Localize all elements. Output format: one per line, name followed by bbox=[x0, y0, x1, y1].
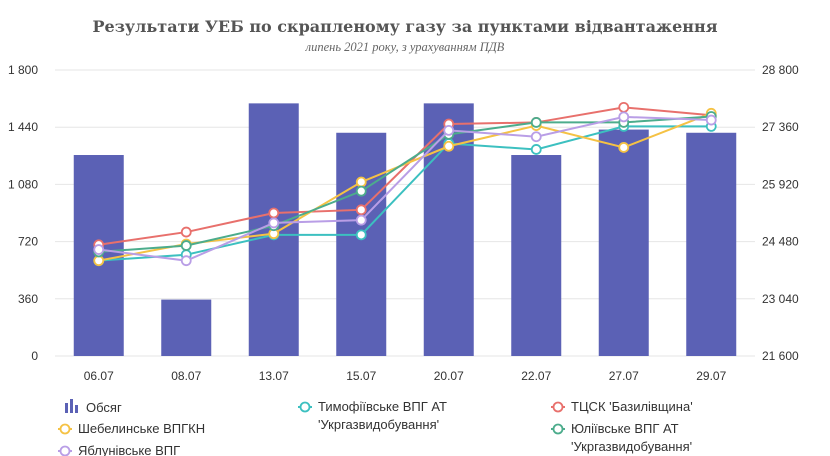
series-line bbox=[98, 125, 712, 262]
left-tick-label: 1 800 bbox=[8, 63, 38, 77]
bar-legend-icon bbox=[65, 399, 78, 413]
legend-marker-icon bbox=[552, 401, 564, 413]
right-tick-label: 23 040 bbox=[762, 292, 799, 306]
legend-label-series: Юліївське ВПГ АТ 'Укргазвидобування' bbox=[571, 421, 692, 454]
bar bbox=[161, 299, 212, 356]
series-point bbox=[618, 101, 630, 113]
series-point bbox=[530, 131, 542, 143]
series-line bbox=[98, 115, 712, 262]
right-tick-label: 21 600 bbox=[762, 349, 799, 363]
x-tick-label: 20.07 bbox=[434, 369, 464, 383]
series-point bbox=[355, 176, 367, 188]
x-tick-label: 22.07 bbox=[521, 369, 551, 383]
line-series bbox=[93, 101, 717, 267]
bar-legend-icon-part bbox=[75, 405, 78, 413]
series-point bbox=[618, 142, 630, 153]
series-point bbox=[180, 226, 192, 238]
series-line bbox=[98, 115, 712, 253]
right-axis-ticks: 21 600 23 040 24 480 25 920 27 360 28 800 bbox=[762, 63, 799, 363]
series-point bbox=[180, 255, 192, 267]
bar bbox=[598, 129, 649, 356]
bar bbox=[336, 132, 387, 356]
series-point bbox=[93, 255, 105, 267]
bar-legend-icon-part bbox=[70, 399, 73, 413]
series-point bbox=[355, 214, 367, 226]
chart-title: Результати УЕБ по скрапленому газу за пу… bbox=[92, 17, 717, 36]
x-tick-label: 08.07 bbox=[171, 369, 201, 383]
legend-marker-icon bbox=[552, 423, 564, 435]
series-point bbox=[180, 240, 192, 251]
series-point bbox=[355, 229, 367, 241]
right-tick-label: 24 480 bbox=[762, 235, 799, 249]
bar-legend-icon-part bbox=[65, 403, 68, 413]
legend-label-bar: Обсяг bbox=[86, 400, 122, 415]
legend-marker-icon bbox=[59, 423, 71, 435]
legend-marker-icon bbox=[299, 401, 311, 413]
grid-lines bbox=[55, 69, 755, 357]
series-point bbox=[443, 140, 455, 152]
bar bbox=[686, 132, 737, 356]
left-tick-label: 360 bbox=[18, 292, 38, 306]
series-point bbox=[355, 204, 367, 216]
right-tick-label: 28 800 bbox=[762, 63, 799, 77]
left-tick-label: 0 bbox=[31, 349, 38, 363]
series-point bbox=[530, 144, 542, 155]
right-tick-label: 27 360 bbox=[762, 120, 799, 134]
left-axis-ticks: 0 360 720 1 080 1 440 1 800 bbox=[8, 63, 38, 363]
chart-subtitle: липень 2021 року, з урахуванням ПДВ bbox=[305, 40, 505, 54]
legend-marker-icon bbox=[59, 445, 71, 456]
left-tick-label: 1 440 bbox=[8, 120, 38, 134]
series-point bbox=[268, 217, 280, 229]
series-point bbox=[355, 185, 367, 197]
series-point bbox=[618, 111, 630, 123]
left-tick-label: 1 080 bbox=[8, 177, 38, 191]
legend-label-series: Яблунівське ВПГ bbox=[78, 443, 180, 456]
series-point bbox=[705, 114, 717, 126]
legend-label-series: Шебелинське ВПГКН bbox=[78, 421, 205, 436]
legend: Обсяг Тимофіївське ВПГ АТ 'Укргазвидобуван… bbox=[58, 399, 693, 456]
x-tick-label: 06.07 bbox=[84, 369, 114, 383]
right-tick-label: 25 920 bbox=[762, 177, 799, 191]
series-point bbox=[443, 124, 455, 136]
legend-label-series: ТЦСК 'Базилівщина' bbox=[571, 399, 693, 414]
series-point bbox=[93, 244, 105, 255]
left-tick-label: 720 bbox=[18, 235, 38, 249]
x-tick-label: 29.07 bbox=[696, 369, 726, 383]
bar bbox=[511, 155, 562, 356]
x-tick-label: 27.07 bbox=[609, 369, 639, 383]
series-line bbox=[98, 106, 712, 246]
legend-label-series: Тимофіївське ВПГ АТ 'Укргазвидобування' bbox=[318, 399, 447, 432]
x-tick-label: 15.07 bbox=[346, 369, 376, 383]
x-axis-ticks: 06.07 08.07 13.07 15.07 20.07 22.07 27.07 29.07 bbox=[84, 369, 727, 383]
x-tick-label: 13.07 bbox=[259, 369, 289, 383]
series-point bbox=[268, 207, 280, 219]
series-point bbox=[530, 117, 542, 128]
